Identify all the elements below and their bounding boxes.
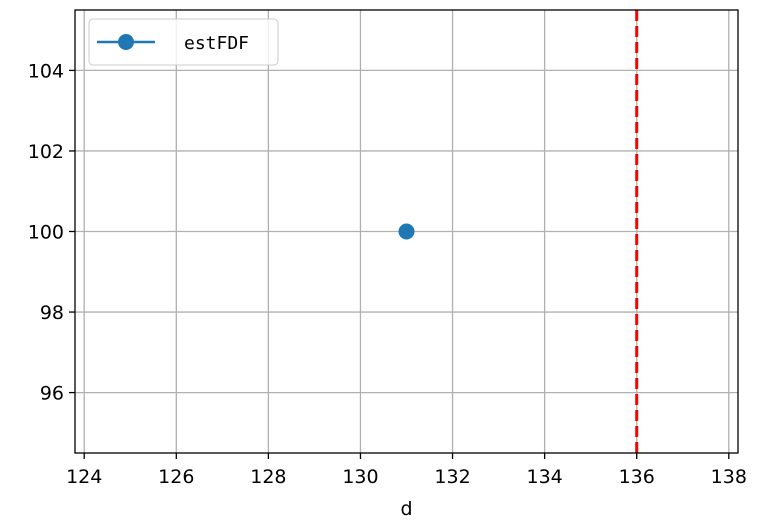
y-tick-label-98: 98 [40,302,64,324]
ticks: 124 126 128 130 132 134 136 138 96 98 100 102 104 [28,60,747,488]
x-tick-label-134: 134 [526,466,562,488]
y-tick-label-100: 100 [28,222,64,244]
legend: estFDF [88,18,279,66]
series-layer [398,223,415,240]
x-tick-label-130: 130 [342,466,378,488]
x-tick-label-126: 126 [158,466,194,488]
y-tick-label-96: 96 [40,383,64,405]
x-axis-label: d [400,498,412,520]
data-point-0-0 [398,223,415,240]
legend-marker-sample [118,34,134,50]
y-tick-label-102: 102 [28,141,64,163]
legend-entry-estfdf: estFDF [184,33,249,54]
x-tick-label-132: 132 [434,466,470,488]
x-tick-label-128: 128 [250,466,286,488]
x-tick-label-136: 136 [619,466,655,488]
x-tick-label-124: 124 [66,466,102,488]
x-tick-label-138: 138 [711,466,747,488]
grid [75,10,738,453]
legend-box [88,18,279,66]
y-tick-label-104: 104 [28,60,64,82]
